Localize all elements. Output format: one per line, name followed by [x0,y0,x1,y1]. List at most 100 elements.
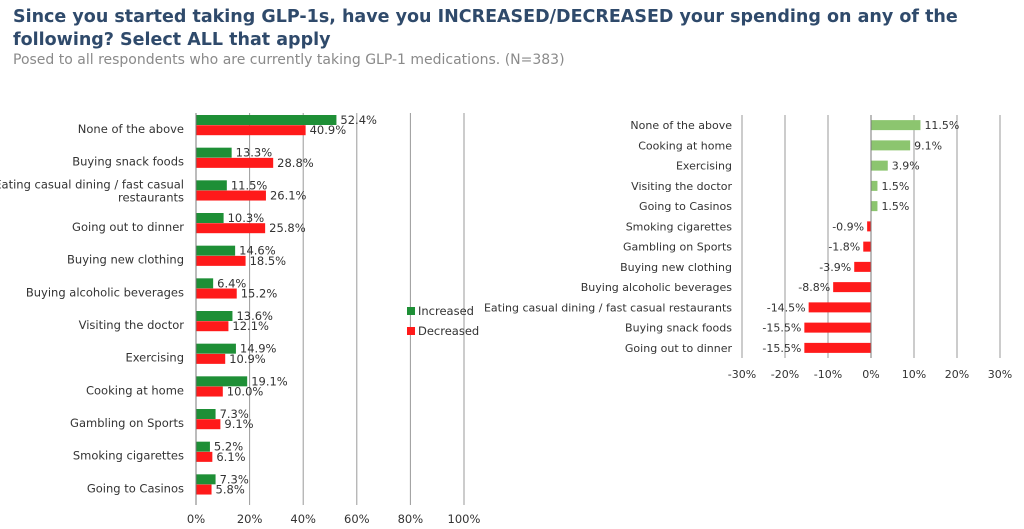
x-tick-label: 0% [187,512,205,526]
decreased-value-label: 15.2% [241,287,278,301]
category-label: None of the above [78,122,184,136]
decreased-bar [196,484,212,495]
net-change-bar [871,201,878,212]
legend-label-decreased: Decreased [418,324,479,338]
decreased-bar [196,223,266,234]
category-label: Smoking cigarettes [73,449,184,463]
decreased-value-label: 12.1% [232,319,269,333]
net-change-bar [804,322,871,333]
decreased-value-label: 28.8% [277,156,314,170]
increased-value-label: 5.2% [214,440,243,454]
category-label: Cooking at home [86,383,184,397]
category-label: Buying alcoholic beverages [581,281,733,294]
decreased-bar [196,419,221,430]
decreased-value-label: 5.8% [216,483,245,497]
net-value-label: -14.5% [767,301,806,314]
category-label: Going to Casinos [639,200,732,213]
increased-bar [196,180,227,191]
legend-swatch-increased [407,307,415,315]
increased-bar [196,376,248,387]
decreased-bar [196,125,306,136]
decreased-bar [196,321,229,332]
net-change-bar [833,282,871,293]
net-value-label: -8.8% [798,281,830,294]
increased-value-label: 6.4% [217,276,246,290]
category-label: Gambling on Sports [623,241,732,254]
decreased-bar [196,190,266,201]
category-label: Smoking cigarettes [626,220,733,233]
net-value-label: -3.9% [819,261,851,274]
increased-value-label: 13.3% [236,146,273,160]
net-change-bar [867,221,871,232]
net-value-label: 1.5% [881,180,909,193]
net-value-label: 11.5% [924,119,959,132]
decreased-bar [196,353,226,364]
decreased-bar [196,451,213,462]
increased-bar [196,245,236,256]
decreased-value-label: 10.0% [227,385,264,399]
decreased-bar [196,157,274,168]
increased-bar [196,213,224,223]
category-label: Buying new clothing [620,261,732,274]
decreased-value-label: 25.8% [269,221,306,235]
increased-bar [196,343,236,354]
category-label: Buying new clothing [67,253,184,267]
net-change-bar [871,140,911,151]
category-label: Gambling on Sports [70,416,184,430]
decreased-value-label: 40.9% [310,123,347,137]
net-value-label: -15.5% [762,342,801,355]
page-title: Since you started taking GLP-1s, have yo… [13,7,958,50]
net-change-bar [871,160,888,171]
category-label: Going out to dinner [72,220,184,234]
category-label: Eating casual dining / fast casual restau… [0,177,184,204]
decreased-value-label: 6.1% [216,450,245,464]
category-label: Exercising [676,160,732,173]
increased-value-label: 10.3% [228,211,265,225]
net-value-label: 1.5% [881,200,909,213]
decreased-bar [196,255,246,266]
net-value-label: 9.1% [914,139,942,152]
increased-value-label: 7.3% [220,407,249,421]
x-tick-label: 100% [448,512,481,526]
x-tick-label: 40% [290,512,316,526]
increased-bar [196,147,232,158]
x-tick-label: 80% [398,512,424,526]
category-label: Buying snack foods [625,322,732,335]
legend-label-increased: Increased [418,304,474,318]
x-tick-label: -30% [728,368,756,381]
net-change-bar [871,120,921,131]
category-label: Visiting the doctor [79,318,185,332]
increased-bar [196,441,210,452]
increased-value-label: 7.3% [220,472,249,486]
decreased-bar [196,288,237,299]
category-label: Going out to dinner [625,342,733,355]
net-change-bar [808,302,871,313]
category-label: Going to Casinos [87,481,184,495]
x-tick-label: 30% [988,368,1012,381]
page-subtitle: Posed to all respondents who are current… [13,52,565,68]
x-tick-label: -10% [814,368,842,381]
increased-bar [196,474,216,485]
decreased-value-label: 10.9% [229,352,266,366]
decreased-bar [196,386,223,397]
decreased-value-label: 18.5% [250,254,287,268]
net-change-bar [804,342,871,353]
increased-value-label: 52.4% [340,113,377,127]
increased-bar [196,311,233,321]
x-tick-label: 60% [344,512,370,526]
net-change-bar [871,180,878,191]
net-change-bar [863,241,871,252]
net-value-label: -1.8% [828,241,860,254]
decreased-value-label: 9.1% [224,417,253,431]
net-value-label: -15.5% [762,322,801,335]
category-label: Visiting the doctor [631,180,732,193]
category-label: Eating casual dining / fast casual resta… [484,301,732,314]
category-label: Cooking at home [638,139,732,152]
decreased-value-label: 26.1% [270,189,307,203]
increased-bar [196,115,337,125]
x-tick-label: 20% [945,368,969,381]
increased-value-label: 14.6% [239,244,276,258]
increased-bar [196,409,216,419]
category-label: Buying alcoholic beverages [26,285,184,299]
net-value-label: 3.9% [892,160,920,173]
